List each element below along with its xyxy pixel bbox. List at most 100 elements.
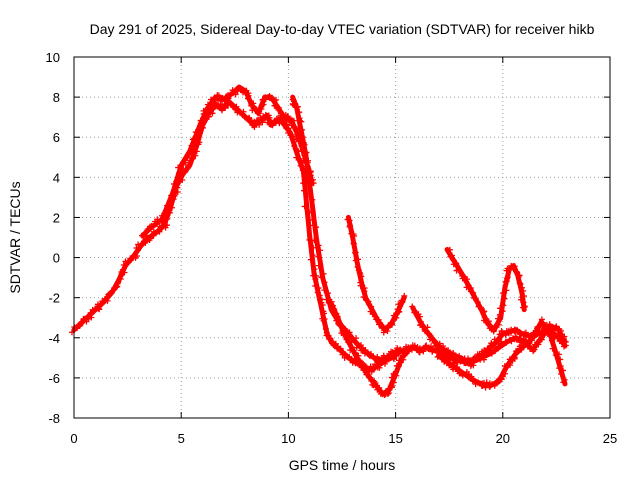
data-point xyxy=(259,119,266,126)
data-point xyxy=(164,222,171,229)
data-point xyxy=(312,276,319,283)
data-point xyxy=(511,354,518,361)
data-point xyxy=(152,230,159,237)
axis-ticks: 0 5 10 15 20 25 -8 -6 -4 -2 0 2 4 6 8 10 xyxy=(46,50,618,446)
data-point xyxy=(306,222,313,229)
data-point xyxy=(309,196,316,203)
data-point xyxy=(119,266,126,273)
data-point xyxy=(221,97,228,104)
data-point xyxy=(511,263,518,270)
data-point xyxy=(306,190,313,197)
data-point xyxy=(557,334,564,341)
plot-data xyxy=(69,84,569,398)
data-point xyxy=(368,377,375,384)
data-point xyxy=(555,331,562,338)
data-point xyxy=(167,200,174,207)
data-point xyxy=(182,159,189,166)
data-point xyxy=(366,374,373,381)
data-point xyxy=(495,315,502,322)
data-point xyxy=(503,339,510,346)
data-point xyxy=(519,294,526,301)
data-point xyxy=(557,371,564,378)
data-point xyxy=(547,333,554,340)
data-point xyxy=(513,269,520,276)
data-point xyxy=(503,287,510,294)
data-point xyxy=(557,356,564,363)
data-point xyxy=(120,262,127,269)
data-point xyxy=(477,304,484,311)
data-point xyxy=(432,342,439,349)
data-point xyxy=(218,107,225,114)
y-tick-label: 2 xyxy=(53,210,60,225)
data-point xyxy=(520,299,527,306)
data-point xyxy=(470,294,477,301)
data-point xyxy=(382,391,389,398)
data-point xyxy=(555,351,562,358)
y-tick-label: 4 xyxy=(53,170,60,185)
data-point xyxy=(502,331,509,338)
data-point xyxy=(490,327,497,334)
x-tick-label: 5 xyxy=(178,431,185,446)
data-point xyxy=(149,223,156,230)
data-point xyxy=(357,342,364,349)
data-point xyxy=(451,363,458,370)
y-tick-label: 6 xyxy=(53,130,60,145)
data-point xyxy=(502,370,509,377)
data-point xyxy=(438,353,445,360)
data-point xyxy=(372,379,379,386)
y-tick-label: -2 xyxy=(48,291,60,306)
data-point xyxy=(301,152,308,159)
data-point xyxy=(456,352,463,359)
data-point xyxy=(158,212,165,219)
data-point xyxy=(309,207,316,214)
data-point xyxy=(345,339,352,346)
data-point xyxy=(522,329,529,336)
y-tick-label: -6 xyxy=(48,371,60,386)
data-point xyxy=(352,249,359,256)
data-point xyxy=(312,282,319,289)
data-point xyxy=(484,345,491,352)
data-point xyxy=(266,114,273,121)
data-point xyxy=(273,96,280,103)
data-point xyxy=(164,215,171,222)
data-point xyxy=(311,237,318,244)
data-point xyxy=(107,289,114,296)
y-tick-label: 10 xyxy=(46,50,60,65)
data-point xyxy=(78,320,85,327)
data-point xyxy=(354,263,361,270)
data-point xyxy=(496,311,503,318)
y-tick-label: 8 xyxy=(53,90,60,105)
data-point xyxy=(495,321,502,328)
data-point xyxy=(535,341,542,348)
data-point xyxy=(189,155,196,162)
data-point xyxy=(364,371,371,378)
data-point xyxy=(560,343,567,350)
data-point xyxy=(314,289,321,296)
data-point xyxy=(309,252,316,259)
data-point xyxy=(321,287,328,294)
data-point xyxy=(396,308,403,315)
data-point xyxy=(552,352,559,359)
data-point xyxy=(196,139,203,146)
x-tick-label: 15 xyxy=(388,431,402,446)
data-point xyxy=(319,302,326,309)
data-point xyxy=(450,366,457,373)
data-point xyxy=(172,186,179,193)
data-point xyxy=(352,257,359,264)
data-point xyxy=(346,332,353,339)
series-late-mid xyxy=(409,303,569,367)
data-point xyxy=(538,316,545,323)
data-point xyxy=(154,216,161,223)
data-point xyxy=(98,301,105,308)
data-point xyxy=(306,179,313,186)
series-dip-track xyxy=(328,298,412,398)
data-point xyxy=(296,109,303,116)
data-point xyxy=(187,149,194,156)
data-point xyxy=(113,284,120,291)
grid xyxy=(74,57,610,418)
data-point xyxy=(325,290,332,297)
data-point xyxy=(318,274,325,281)
data-point xyxy=(299,134,306,141)
data-point xyxy=(292,100,299,107)
x-tick-label: 25 xyxy=(603,431,617,446)
